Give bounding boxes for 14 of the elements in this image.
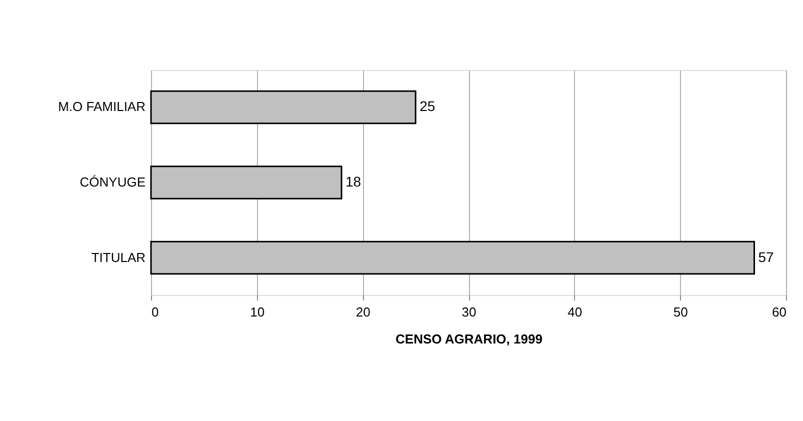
y-tick-label: CÓNYUGE <box>80 174 146 190</box>
x-tick-label: 0 <box>152 304 159 320</box>
y-tick-label: TITULAR <box>91 250 146 265</box>
data-label: 25 <box>420 98 436 114</box>
y-tick-label: M.O FAMILIAR <box>58 99 146 114</box>
x-axis-title: CENSO AGRARIO, 1999 <box>396 332 542 346</box>
x-tick-label: 30 <box>462 304 476 320</box>
data-label: 57 <box>758 248 774 265</box>
x-tick-label: 50 <box>673 304 688 320</box>
x-tick-label: 20 <box>356 304 370 320</box>
x-tick-label: 10 <box>250 304 265 320</box>
data-label: 18 <box>346 174 362 190</box>
x-tick-label: 40 <box>568 304 582 320</box>
x-tick-label: 60 <box>772 304 786 320</box>
